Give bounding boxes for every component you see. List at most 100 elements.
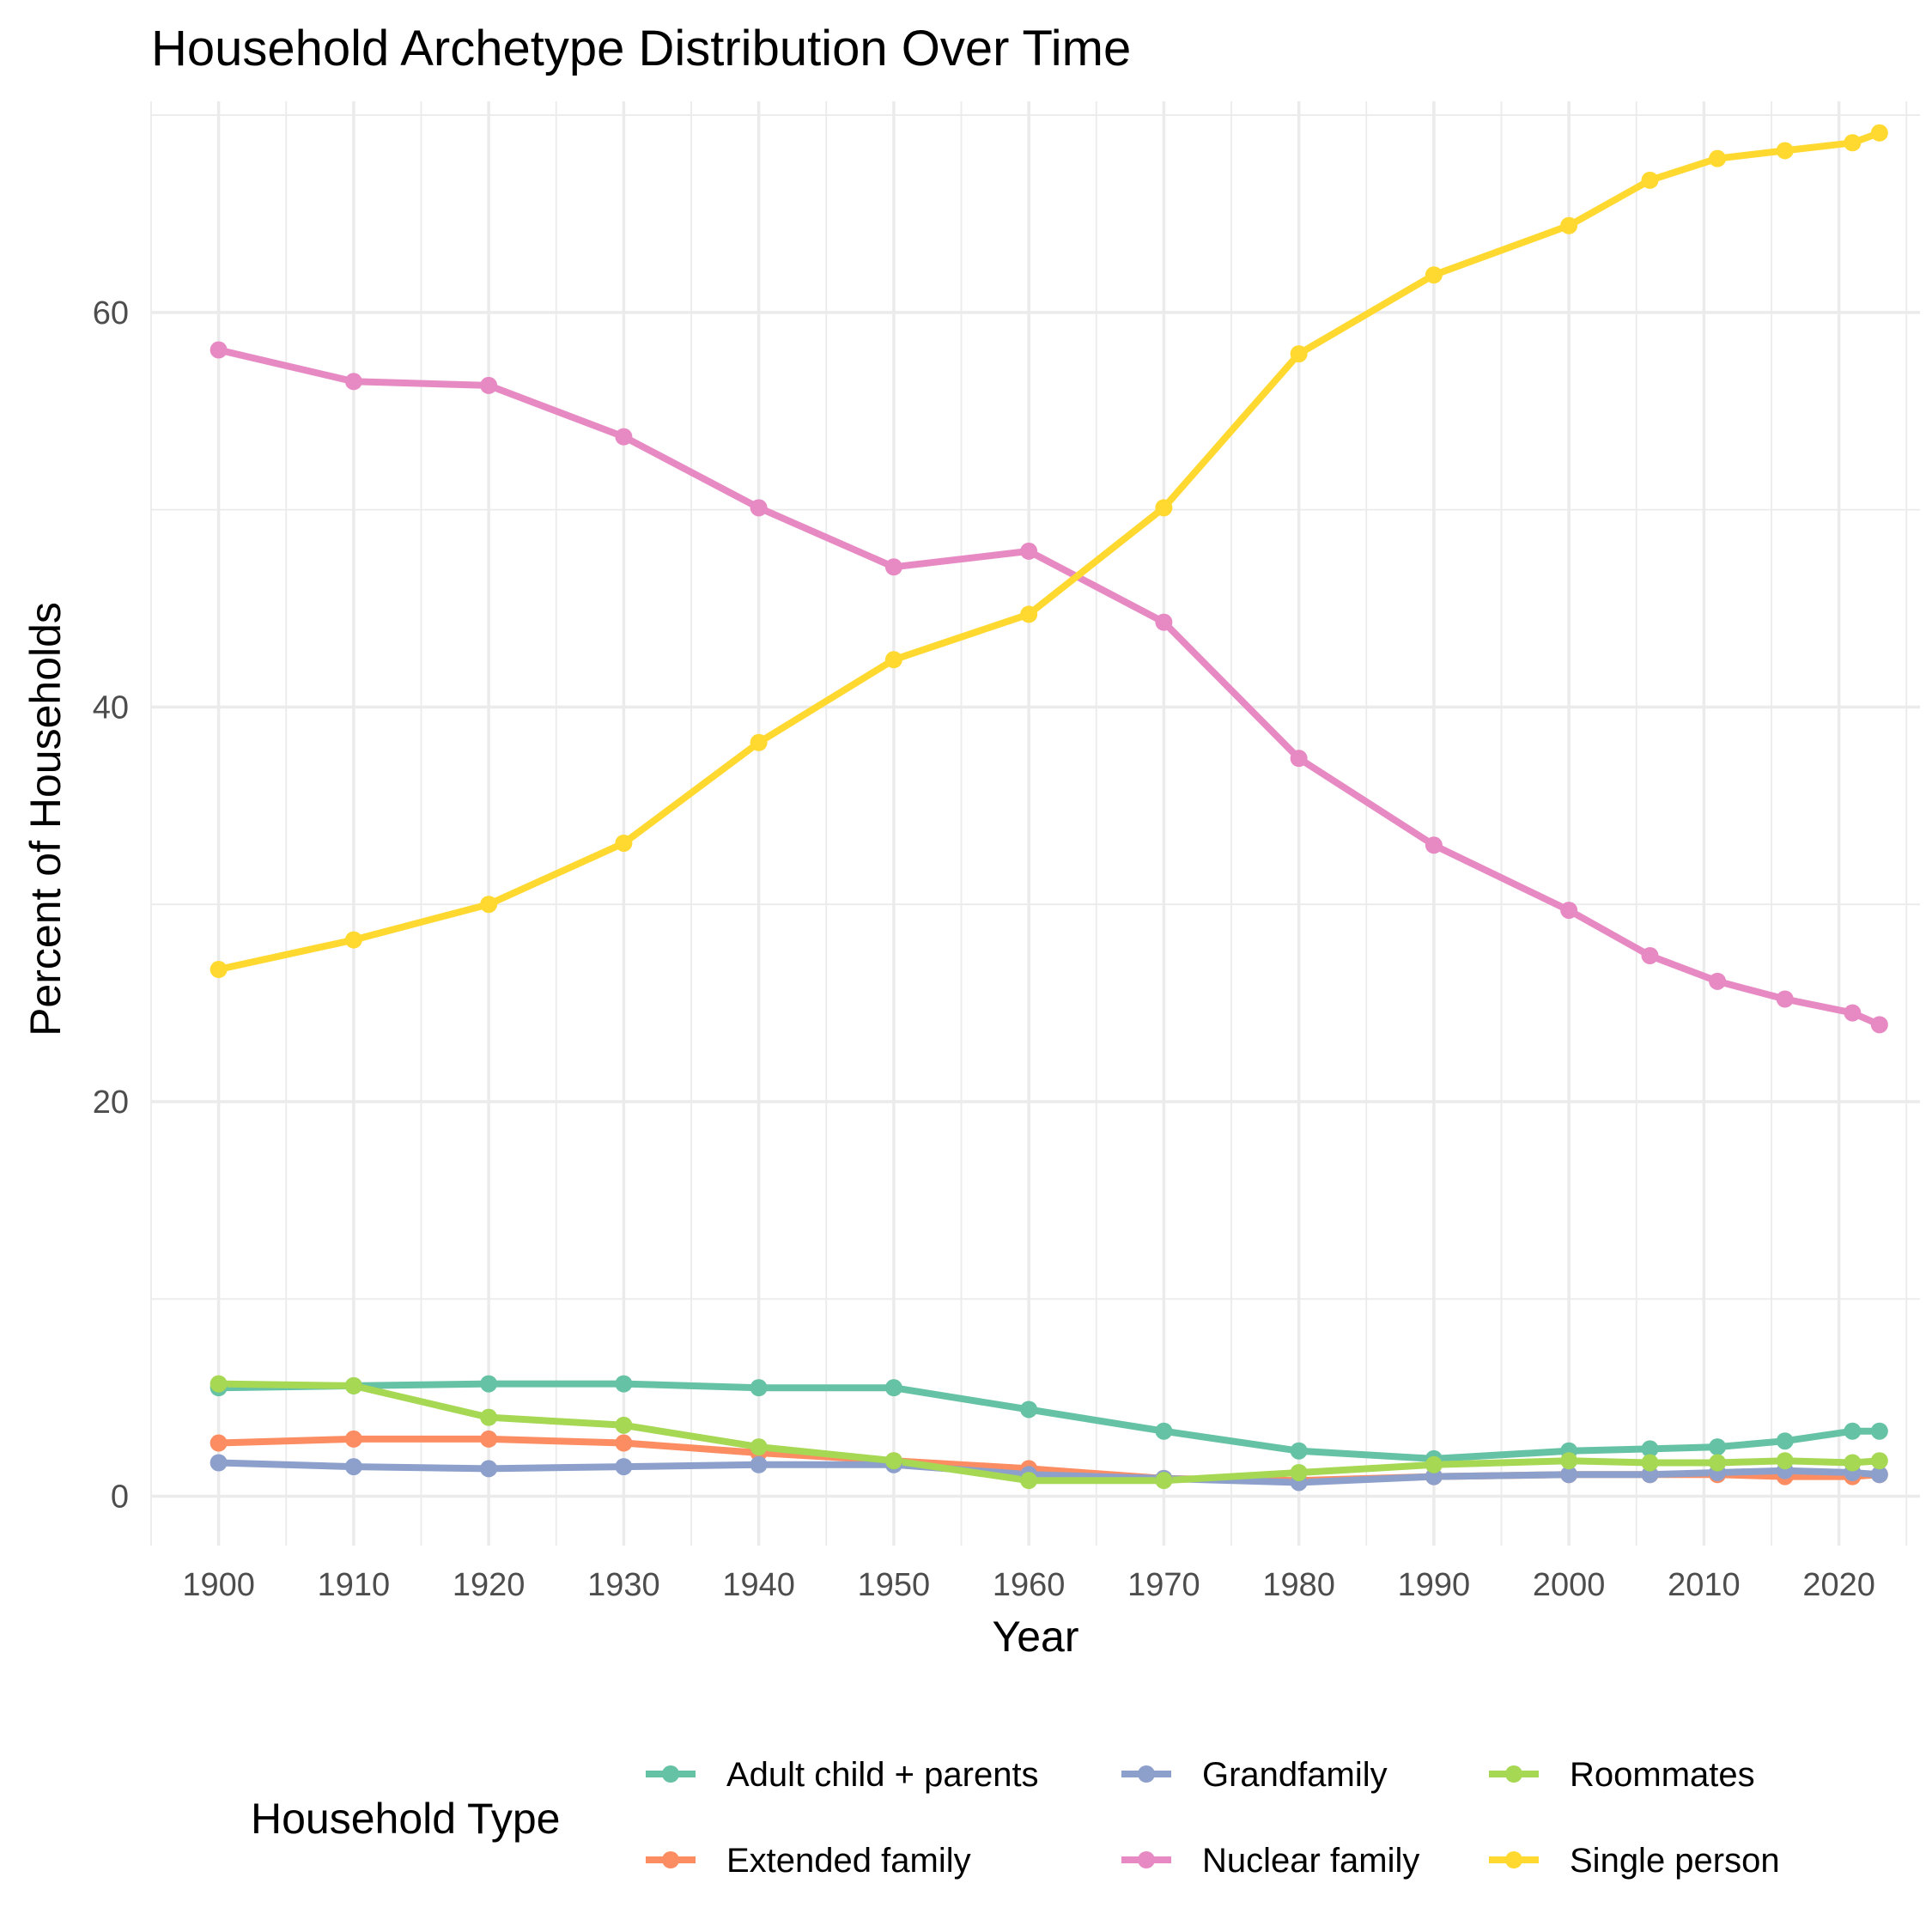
data-point-nuclear-family bbox=[1870, 1016, 1888, 1034]
data-point-nuclear-family bbox=[1155, 613, 1173, 631]
data-point-roommates bbox=[615, 1416, 633, 1434]
data-point-roommates bbox=[1776, 1452, 1794, 1470]
data-point-roommates bbox=[210, 1375, 228, 1393]
data-point-nuclear-family bbox=[210, 341, 228, 359]
series-line-grandfamily bbox=[218, 1459, 1880, 1486]
y-tick-labels: 0 20 40 60 bbox=[93, 295, 129, 1516]
x-axis-title: Year bbox=[992, 1613, 1078, 1661]
data-point-nuclear-family bbox=[1425, 836, 1443, 854]
data-point-single-person bbox=[884, 651, 902, 669]
data-point-roommates bbox=[1560, 1452, 1578, 1470]
chart-title: Household Archetype Distribution Over Ti… bbox=[151, 21, 1131, 76]
data-point-roommates bbox=[480, 1408, 498, 1426]
x-tick-label: 1960 bbox=[993, 1567, 1066, 1603]
x-tick-label: 2000 bbox=[1533, 1567, 1606, 1603]
data-point-single-person bbox=[480, 896, 498, 914]
x-tick-label: 1970 bbox=[1127, 1567, 1200, 1603]
x-tick-label: 1940 bbox=[722, 1567, 795, 1603]
data-point-adult-child-parents bbox=[1870, 1422, 1888, 1440]
x-tick-labels: 1900 1910 1920 1930 1940 1950 1960 1970 1980 1990… bbox=[182, 1567, 1875, 1603]
data-point-roommates bbox=[344, 1376, 362, 1394]
data-point-single-person bbox=[615, 834, 633, 852]
data-point-roommates bbox=[1425, 1455, 1443, 1473]
data-point-nuclear-family bbox=[344, 373, 362, 391]
data-point-single-person bbox=[1870, 124, 1888, 142]
data-point-adult-child-parents bbox=[1844, 1422, 1862, 1440]
x-tick-label: 1950 bbox=[858, 1567, 931, 1603]
data-point-nuclear-family bbox=[750, 499, 768, 517]
legend-key-point bbox=[1138, 1765, 1155, 1783]
data-point-adult-child-parents bbox=[1776, 1432, 1794, 1450]
data-point-adult-child-parents bbox=[1641, 1440, 1659, 1458]
data-point-roommates bbox=[1844, 1454, 1862, 1472]
series-line-single-person bbox=[217, 130, 1881, 973]
grid-lines bbox=[150, 101, 1920, 1546]
legend-label: Nuclear family bbox=[1202, 1842, 1419, 1880]
y-tick-label: 0 bbox=[111, 1479, 129, 1516]
series-points bbox=[210, 124, 1888, 1492]
data-point-single-person bbox=[1844, 134, 1862, 152]
legend-label: Extended family bbox=[726, 1842, 971, 1880]
data-point-extended-family bbox=[210, 1434, 228, 1452]
data-point-grandfamily bbox=[1560, 1466, 1578, 1484]
data-point-nuclear-family bbox=[615, 428, 633, 446]
data-point-single-person bbox=[750, 733, 768, 751]
series-line-nuclear-family bbox=[217, 346, 1881, 1029]
data-point-roommates bbox=[1870, 1452, 1888, 1470]
data-point-adult-child-parents bbox=[1020, 1400, 1038, 1419]
legend-key-point bbox=[1138, 1851, 1155, 1868]
data-point-roommates bbox=[884, 1452, 902, 1470]
legend-label: Single person bbox=[1570, 1842, 1780, 1880]
data-point-nuclear-family bbox=[884, 558, 902, 576]
legend-key-point bbox=[662, 1765, 679, 1783]
data-point-single-person bbox=[1641, 171, 1659, 189]
legend-key-point bbox=[1505, 1851, 1522, 1868]
data-point-nuclear-family bbox=[1709, 972, 1727, 990]
data-point-single-person bbox=[1709, 149, 1727, 167]
data-point-nuclear-family bbox=[1290, 750, 1308, 768]
data-point-nuclear-family bbox=[1020, 542, 1038, 560]
data-point-single-person bbox=[1776, 142, 1794, 160]
data-point-single-person bbox=[1425, 266, 1443, 284]
series-line-roommates bbox=[218, 1380, 1880, 1485]
data-point-extended-family bbox=[480, 1430, 498, 1448]
data-point-single-person bbox=[1290, 345, 1308, 363]
x-tick-label: 1930 bbox=[587, 1567, 660, 1603]
data-point-adult-child-parents bbox=[615, 1375, 633, 1393]
legend-title: Household Type bbox=[251, 1795, 560, 1843]
data-point-roommates bbox=[1020, 1472, 1038, 1490]
y-tick-label: 40 bbox=[93, 690, 129, 726]
data-point-extended-family bbox=[615, 1434, 633, 1452]
x-tick-label: 1990 bbox=[1398, 1567, 1471, 1603]
data-point-grandfamily bbox=[1641, 1466, 1659, 1484]
data-point-roommates bbox=[1290, 1463, 1308, 1481]
data-point-nuclear-family bbox=[1641, 946, 1659, 964]
data-point-nuclear-family bbox=[1776, 990, 1794, 1008]
legend-key-point bbox=[662, 1851, 679, 1868]
series-lines bbox=[217, 130, 1881, 1486]
x-tick-label: 1920 bbox=[453, 1567, 526, 1603]
x-tick-label: 1910 bbox=[318, 1567, 391, 1603]
data-point-grandfamily bbox=[1870, 1466, 1888, 1484]
legend: Adult child + parents Extended family Gran… bbox=[646, 1756, 1780, 1880]
data-point-roommates bbox=[1709, 1454, 1727, 1472]
data-point-single-person bbox=[1155, 499, 1173, 517]
y-tick-label: 20 bbox=[93, 1084, 129, 1121]
data-point-adult-child-parents bbox=[750, 1379, 768, 1397]
data-point-adult-child-parents bbox=[884, 1379, 902, 1397]
y-axis-title: Percent of Households bbox=[21, 602, 70, 1036]
series-line-adult-child-parents bbox=[218, 1380, 1880, 1462]
data-point-single-person bbox=[1020, 605, 1038, 623]
x-tick-label: 1980 bbox=[1262, 1567, 1335, 1603]
data-point-grandfamily bbox=[210, 1454, 228, 1472]
y-tick-label: 60 bbox=[93, 295, 129, 331]
data-point-roommates bbox=[1155, 1472, 1173, 1490]
x-tick-label: 2020 bbox=[1802, 1567, 1875, 1603]
data-point-adult-child-parents bbox=[1709, 1438, 1727, 1456]
data-point-grandfamily bbox=[344, 1458, 362, 1476]
data-point-single-person bbox=[1560, 216, 1578, 234]
legend-label: Roommates bbox=[1570, 1756, 1755, 1794]
legend-key-point bbox=[1505, 1765, 1522, 1783]
